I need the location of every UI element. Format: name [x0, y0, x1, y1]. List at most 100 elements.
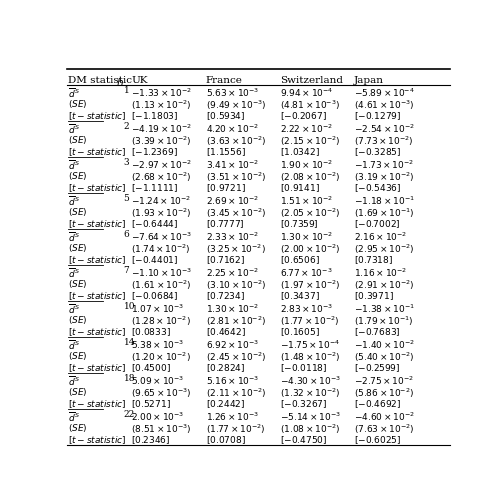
Text: $[t-statistic]$: $[t-statistic]$ [68, 255, 126, 266]
Text: $2.00 \times 10^{-3}$: $2.00 \times 10^{-3}$ [132, 410, 185, 423]
Text: $[0.2824]$: $[0.2824]$ [206, 362, 245, 374]
Text: $9.94 \times 10^{-4}$: $9.94 \times 10^{-4}$ [280, 86, 333, 99]
Text: $(1.74 \times 10^{-2})$: $(1.74 \times 10^{-2})$ [132, 242, 191, 256]
Text: UK: UK [132, 76, 148, 85]
Text: $[0.2442]$: $[0.2442]$ [206, 399, 245, 410]
Text: $[0.5271]$: $[0.5271]$ [132, 399, 171, 410]
Text: $[0.1605]$: $[0.1605]$ [280, 327, 320, 338]
Text: $[-0.4401]$: $[-0.4401]$ [132, 255, 178, 266]
Text: $[0.2346]$: $[0.2346]$ [132, 434, 170, 446]
Text: $[0.0708]$: $[0.0708]$ [206, 434, 245, 446]
Text: $[0.7234]$: $[0.7234]$ [206, 290, 244, 302]
Text: $(1.79 \times 10^{-1})$: $(1.79 \times 10^{-1})$ [354, 314, 414, 328]
Text: 14: 14 [123, 339, 135, 347]
Text: $(3.39 \times 10^{-2})$: $(3.39 \times 10^{-2})$ [132, 135, 192, 148]
Text: DM statistic: DM statistic [68, 76, 132, 85]
Text: $-7.64 \times 10^{-3}$: $-7.64 \times 10^{-3}$ [132, 230, 193, 243]
Text: $(9.65 \times 10^{-3})$: $(9.65 \times 10^{-3})$ [132, 387, 192, 400]
Text: $[-0.5436]$: $[-0.5436]$ [354, 182, 401, 194]
Text: $-4.30 \times 10^{-3}$: $-4.30 \times 10^{-3}$ [280, 374, 341, 387]
Text: $[0.9141]$: $[0.9141]$ [280, 182, 320, 194]
Text: $(4.61 \times 10^{-3})$: $(4.61 \times 10^{-3})$ [354, 98, 414, 112]
Text: $[-0.4692]$: $[-0.4692]$ [354, 399, 401, 410]
Text: $[0.7777]$: $[0.7777]$ [206, 218, 244, 230]
Text: $(1.20 \times 10^{-2})$: $(1.20 \times 10^{-2})$ [132, 350, 191, 364]
Text: $(SE)$: $(SE)$ [68, 206, 87, 218]
Text: 1: 1 [123, 86, 130, 95]
Text: 2: 2 [123, 122, 129, 132]
Text: $(SE)$: $(SE)$ [68, 350, 87, 362]
Text: $[0.4500]$: $[0.4500]$ [132, 362, 171, 374]
Text: $\overline{d}^{\,S}$: $\overline{d}^{\,S}$ [68, 158, 80, 172]
Text: $3.41 \times 10^{-2}$: $3.41 \times 10^{-2}$ [206, 158, 259, 171]
Text: $(SE)$: $(SE)$ [68, 387, 87, 399]
Text: $(1.13 \times 10^{-2})$: $(1.13 \times 10^{-2})$ [132, 98, 192, 112]
Text: $5.63 \times 10^{-3}$: $5.63 \times 10^{-3}$ [206, 86, 259, 99]
Text: $[-0.4750]$: $[-0.4750]$ [280, 434, 327, 446]
Text: $\overline{d}^{\,S}$: $\overline{d}^{\,S}$ [68, 122, 80, 136]
Text: $(3.25 \times 10^{-2})$: $(3.25 \times 10^{-2})$ [206, 242, 266, 256]
Text: $(SE)$: $(SE)$ [68, 98, 87, 110]
Text: $[-0.2599]$: $[-0.2599]$ [354, 362, 400, 374]
Text: $1.30 \times 10^{-2}$: $1.30 \times 10^{-2}$ [206, 302, 259, 315]
Text: $(2.95 \times 10^{-2})$: $(2.95 \times 10^{-2})$ [354, 242, 414, 256]
Text: $1.51 \times 10^{-2}$: $1.51 \times 10^{-2}$ [280, 195, 333, 207]
Text: $[t-statistic]$: $[t-statistic]$ [68, 182, 126, 194]
Text: $(2.15 \times 10^{-2})$: $(2.15 \times 10^{-2})$ [280, 135, 340, 148]
Text: $(1.69 \times 10^{-1})$: $(1.69 \times 10^{-1})$ [354, 206, 414, 220]
Text: $-1.38 \times 10^{-1}$: $-1.38 \times 10^{-1}$ [354, 302, 415, 315]
Text: $[t-statistic]$: $[t-statistic]$ [68, 327, 126, 338]
Text: $[-0.0684]$: $[-0.0684]$ [132, 290, 178, 302]
Text: $(2.08 \times 10^{-2})$: $(2.08 \times 10^{-2})$ [280, 170, 340, 184]
Text: $[-0.3267]$: $[-0.3267]$ [280, 399, 327, 410]
Text: $[-0.7683]$: $[-0.7683]$ [354, 327, 401, 338]
Text: $-2.97 \times 10^{-2}$: $-2.97 \times 10^{-2}$ [132, 158, 192, 171]
Text: $[t-statistic]$: $[t-statistic]$ [68, 146, 126, 158]
Text: $(SE)$: $(SE)$ [68, 422, 87, 434]
Text: $1.26 \times 10^{-3}$: $1.26 \times 10^{-3}$ [206, 410, 259, 423]
Text: Japan: Japan [354, 76, 384, 85]
Text: $6.92 \times 10^{-3}$: $6.92 \times 10^{-3}$ [206, 339, 259, 351]
Text: $(SE)$: $(SE)$ [68, 170, 87, 182]
Text: $-4.60 \times 10^{-2}$: $-4.60 \times 10^{-2}$ [354, 410, 415, 423]
Text: $(2.05 \times 10^{-2})$: $(2.05 \times 10^{-2})$ [280, 206, 340, 220]
Text: $-1.40 \times 10^{-2}$: $-1.40 \times 10^{-2}$ [354, 339, 415, 351]
Text: $[0.7162]$: $[0.7162]$ [206, 255, 244, 266]
Text: $[-1.2369]$: $[-1.2369]$ [132, 146, 178, 158]
Text: $[t-statistic]$: $[t-statistic]$ [68, 110, 126, 122]
Text: $(2.00 \times 10^{-2})$: $(2.00 \times 10^{-2})$ [280, 242, 340, 256]
Text: $[-0.1279]$: $[-0.1279]$ [354, 110, 401, 122]
Text: $5.38 \times 10^{-3}$: $5.38 \times 10^{-3}$ [132, 339, 185, 351]
Text: $(1.77 \times 10^{-2})$: $(1.77 \times 10^{-2})$ [206, 422, 265, 436]
Text: $2.25 \times 10^{-2}$: $2.25 \times 10^{-2}$ [206, 267, 259, 279]
Text: $1.16 \times 10^{-2}$: $1.16 \times 10^{-2}$ [354, 267, 407, 279]
Text: $(3.19 \times 10^{-2})$: $(3.19 \times 10^{-2})$ [354, 170, 414, 184]
Text: $(7.63 \times 10^{-2})$: $(7.63 \times 10^{-2})$ [354, 422, 414, 436]
Text: $(2.68 \times 10^{-2})$: $(2.68 \times 10^{-2})$ [132, 170, 192, 184]
Text: $(2.91 \times 10^{-2})$: $(2.91 \times 10^{-2})$ [354, 278, 414, 292]
Text: $(1.61 \times 10^{-2})$: $(1.61 \times 10^{-2})$ [132, 278, 192, 292]
Text: $[t-statistic]$: $[t-statistic]$ [68, 434, 126, 446]
Text: $(1.97 \times 10^{-2})$: $(1.97 \times 10^{-2})$ [280, 278, 340, 292]
Text: $-2.75 \times 10^{-2}$: $-2.75 \times 10^{-2}$ [354, 374, 414, 387]
Text: $(9.49 \times 10^{-3})$: $(9.49 \times 10^{-3})$ [206, 98, 266, 112]
Text: $(7.73 \times 10^{-2})$: $(7.73 \times 10^{-2})$ [354, 135, 414, 148]
Text: $(1.93 \times 10^{-2})$: $(1.93 \times 10^{-2})$ [132, 206, 192, 220]
Text: $[0.0833]$: $[0.0833]$ [132, 327, 171, 338]
Text: $[0.9721]$: $[0.9721]$ [206, 182, 245, 194]
Text: 3: 3 [123, 158, 129, 167]
Text: 6: 6 [123, 230, 130, 239]
Text: 7: 7 [123, 267, 130, 275]
Text: $(4.81 \times 10^{-3})$: $(4.81 \times 10^{-3})$ [280, 98, 340, 112]
Text: $(SE)$: $(SE)$ [68, 135, 87, 146]
Text: $(2.45 \times 10^{-2})$: $(2.45 \times 10^{-2})$ [206, 350, 266, 364]
Text: $\overline{d}^{\,S}$: $\overline{d}^{\,S}$ [68, 267, 80, 280]
Text: $2.33 \times 10^{-2}$: $2.33 \times 10^{-2}$ [206, 230, 259, 243]
Text: $-1.18 \times 10^{-1}$: $-1.18 \times 10^{-1}$ [354, 195, 415, 207]
Text: $(1.28 \times 10^{-2})$: $(1.28 \times 10^{-2})$ [132, 314, 191, 328]
Text: $5.09 \times 10^{-3}$: $5.09 \times 10^{-3}$ [132, 374, 185, 387]
Text: $[1.0342]$: $[1.0342]$ [280, 146, 320, 158]
Text: $[0.6506]$: $[0.6506]$ [280, 255, 320, 266]
Text: $-2.54 \times 10^{-2}$: $-2.54 \times 10^{-2}$ [354, 122, 415, 135]
Text: $\overline{d}^{\,S}$: $\overline{d}^{\,S}$ [68, 195, 80, 208]
